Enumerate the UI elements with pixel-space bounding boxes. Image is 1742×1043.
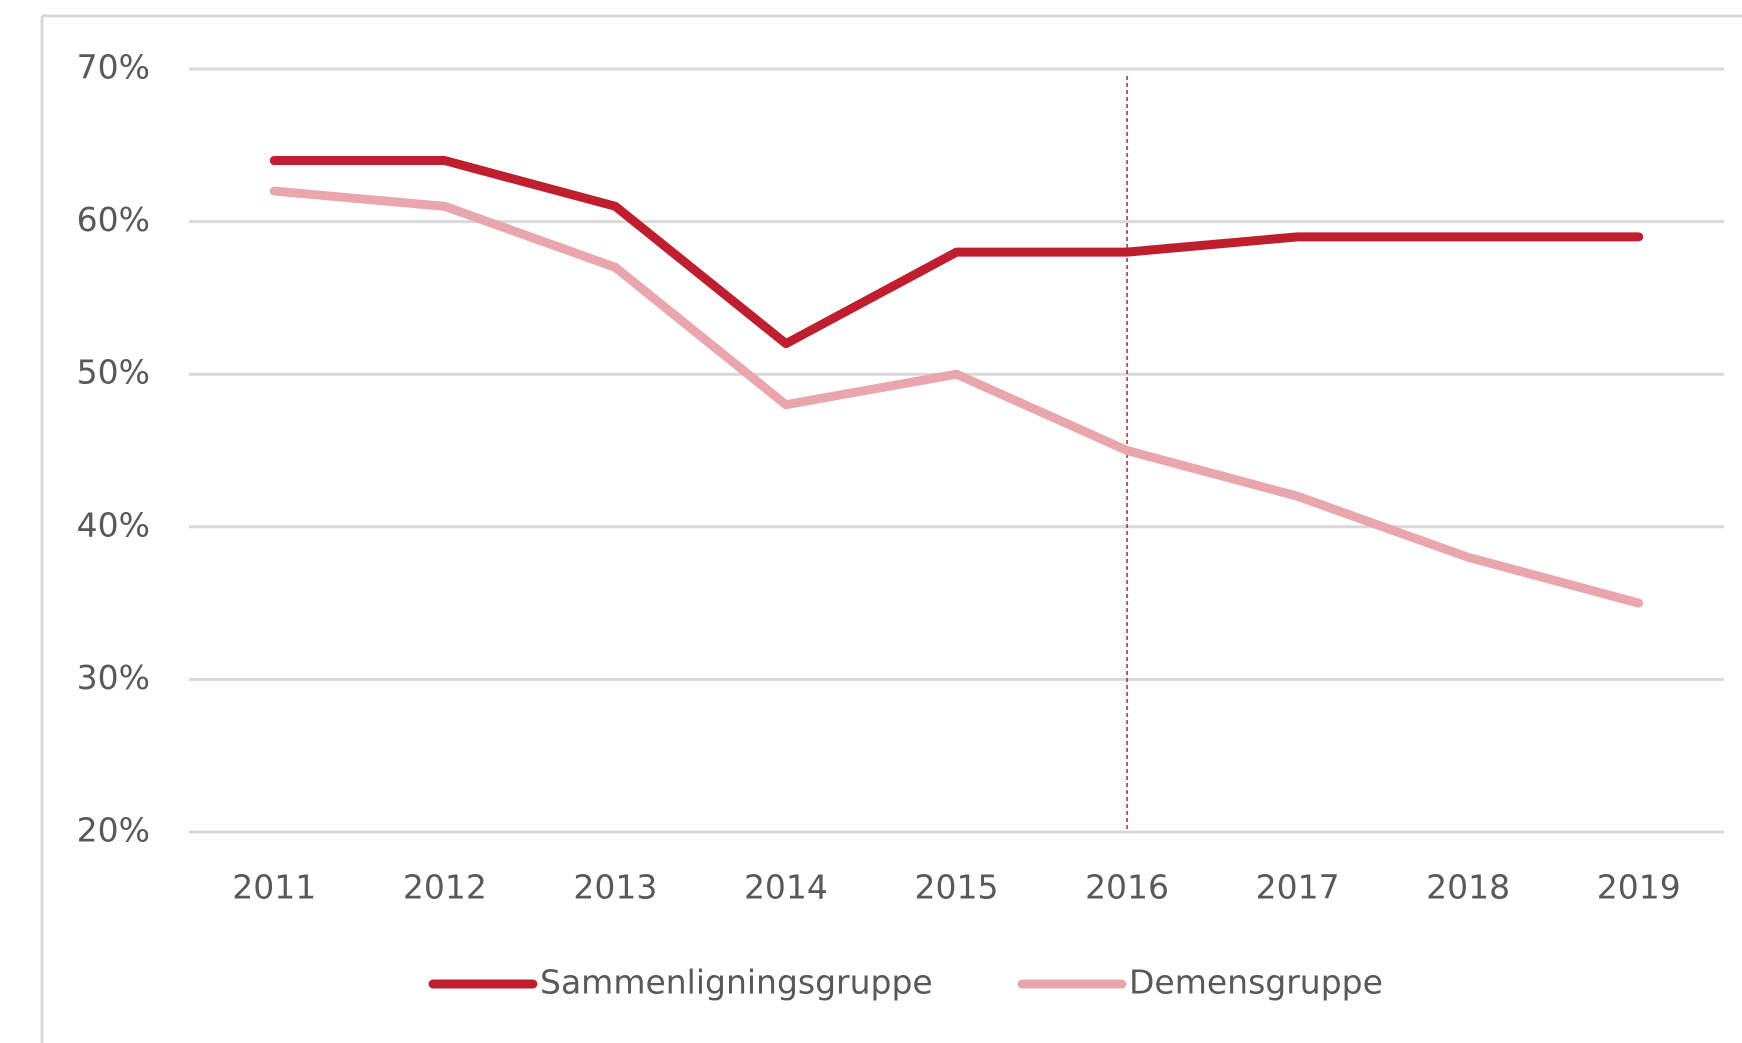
x-tick-label: 2018 (1426, 868, 1510, 907)
x-tick-label: 2012 (403, 868, 487, 907)
x-tick-label: 2015 (915, 868, 999, 907)
y-tick-label: 60% (77, 200, 150, 239)
series-line (269, 186, 1644, 608)
y-tick-label: 70% (77, 48, 150, 87)
x-tick-label: 2014 (744, 868, 828, 907)
series-line (269, 156, 1644, 349)
y-tick-label: 50% (77, 353, 150, 392)
y-tick-label: 40% (77, 505, 150, 544)
x-tick-label: 2019 (1597, 868, 1681, 907)
x-tick-label: 2017 (1256, 868, 1340, 907)
y-tick-label: 30% (77, 658, 150, 697)
x-tick-label: 2016 (1085, 868, 1169, 907)
legend-label: Demensgruppe (1129, 963, 1383, 1002)
x-tick-label: 2011 (232, 868, 316, 907)
legend-label: Sammenligningsgruppe (540, 963, 933, 1002)
y-tick-label: 20% (77, 811, 150, 850)
x-tick-label: 2013 (573, 868, 657, 907)
